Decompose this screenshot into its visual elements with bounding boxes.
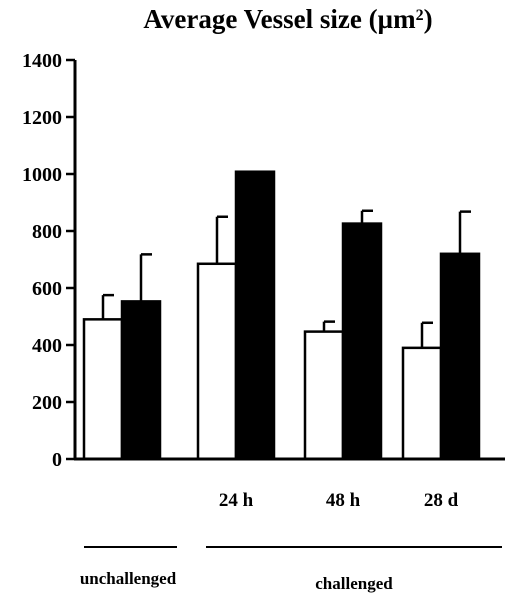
group-label-unchallenged: unchallenged [80,569,177,588]
chart-title: Average Vessel size (µm2) [143,4,432,34]
y-tick-label: 400 [32,335,62,357]
bar-series1-4 [401,346,443,461]
bar-series2-4 [439,252,481,461]
bar-series1-3 [303,330,345,461]
category-labels: 24 h 48 h 28 d [219,490,459,511]
y-tick-label: 800 [32,221,62,243]
y-tick-label: 200 [32,392,62,414]
bar-series1-2 [196,262,238,461]
bars [82,170,481,461]
category-label: 28 d [424,490,459,511]
bar-series1-1 [82,318,124,461]
y-tick-label: 600 [32,278,62,300]
bar-series2-1 [120,300,162,461]
y-axis-ticks: 0 200 400 600 800 1000 1200 1400 [22,50,75,471]
bar-series2-2 [234,170,276,461]
bar-series2-3 [341,222,383,461]
y-tick-label: 1400 [22,50,62,72]
error-bars [101,209,471,348]
category-label: 48 h [326,490,361,511]
y-tick-label: 1000 [22,164,62,186]
group-label-challenged: challenged [315,574,393,593]
y-tick-label: 0 [52,449,62,471]
category-label: 24 h [219,490,254,511]
y-tick-label: 1200 [22,107,62,129]
